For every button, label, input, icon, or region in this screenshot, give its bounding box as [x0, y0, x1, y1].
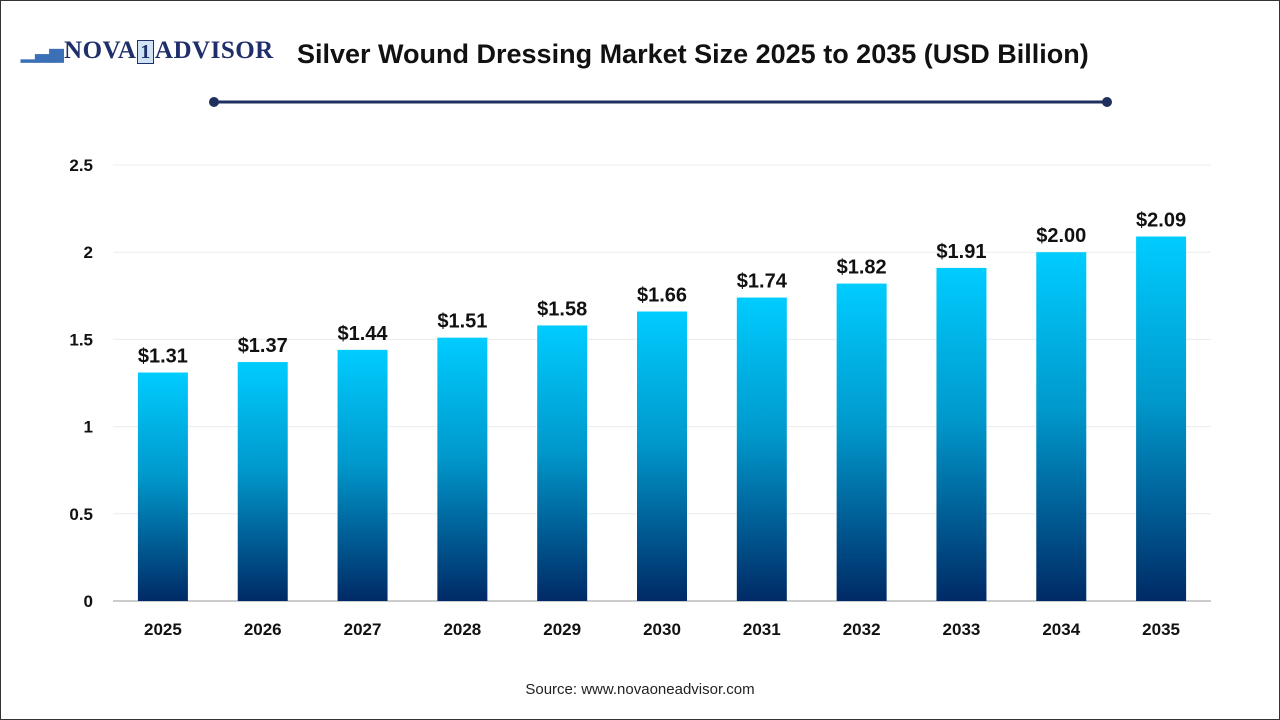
bar-2031 [736, 297, 787, 601]
data-label: $1.37 [238, 335, 288, 357]
data-label: $2.00 [1036, 225, 1086, 247]
bar-2026 [237, 362, 288, 601]
logo-bars-icon: ▁▃▅ [21, 42, 65, 62]
x-tick-label: 2033 [943, 620, 981, 639]
data-label: $1.66 [637, 284, 687, 306]
bar-2034 [1036, 252, 1087, 601]
x-tick-label: 2031 [743, 620, 781, 639]
y-tick-label: 1.5 [69, 330, 93, 349]
bar-2025 [137, 372, 188, 601]
bar-2033 [936, 267, 987, 601]
bar-2030 [637, 311, 687, 601]
data-label: $1.82 [837, 257, 887, 279]
data-label: $1.51 [437, 311, 487, 333]
x-tick-label: 2026 [244, 620, 282, 639]
y-tick-label: 2 [84, 243, 93, 262]
y-tick-label: 2.5 [69, 156, 93, 175]
logo-one: 1 [137, 40, 154, 64]
title-rule-dot [209, 97, 219, 107]
bar-2035 [1136, 236, 1187, 601]
data-label: $1.31 [138, 346, 188, 368]
x-tick-label: 2027 [344, 620, 382, 639]
x-tick-label: 2034 [1042, 620, 1080, 639]
data-label: $1.44 [338, 323, 389, 345]
x-tick-label: 2028 [443, 620, 481, 639]
title-rule-dot [1102, 97, 1112, 107]
bar-2028 [437, 337, 488, 601]
y-tick-label: 1 [84, 418, 93, 437]
bar-2027 [337, 349, 388, 601]
x-tick-label: 2029 [543, 620, 581, 639]
bar-2029 [537, 325, 588, 601]
x-tick-label: 2032 [843, 620, 881, 639]
data-label: $1.74 [737, 271, 788, 293]
bar-2032 [836, 283, 887, 601]
logo: ▁▃▅NOVA 1 ADVISOR [21, 37, 274, 65]
x-tick-label: 2035 [1142, 620, 1180, 639]
data-label: $1.58 [537, 298, 587, 320]
logo-text: NOVA [64, 37, 137, 64]
logo-text-right: ADVISOR [154, 37, 274, 64]
source-note: Source: www.novaoneadvisor.com [525, 681, 755, 698]
data-label: $1.91 [936, 241, 986, 263]
chart-title: Silver Wound Dressing Market Size 2025 t… [297, 39, 1089, 69]
y-tick-label: 0 [84, 592, 93, 611]
x-tick-label: 2025 [144, 620, 182, 639]
data-label: $2.09 [1136, 210, 1186, 232]
y-tick-label: 0.5 [69, 505, 93, 524]
x-tick-label: 2030 [643, 620, 681, 639]
